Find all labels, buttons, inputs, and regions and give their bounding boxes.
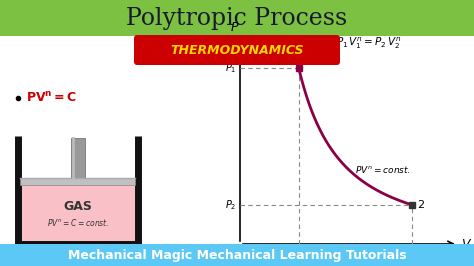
Text: 1: 1 <box>303 54 309 64</box>
Bar <box>20 185 136 242</box>
Text: $V_2$: $V_2$ <box>406 249 419 263</box>
Text: THERMODYNAMICS: THERMODYNAMICS <box>170 44 304 56</box>
Text: $\bf{PV^n = C}$: $\bf{PV^n = C}$ <box>26 91 77 105</box>
Text: $PV^n = C = const.$: $PV^n = C = const.$ <box>47 217 109 228</box>
Text: V: V <box>461 238 470 251</box>
Text: GAS: GAS <box>64 200 92 213</box>
Text: $PV^n = const.$: $PV^n = const.$ <box>355 164 410 176</box>
Text: Mechanical Magic Mechanical Learning Tutorials: Mechanical Magic Mechanical Learning Tut… <box>68 248 406 261</box>
Text: $P_1\,V_1^n = P_2\,V_2^n$: $P_1\,V_1^n = P_2\,V_2^n$ <box>337 36 401 51</box>
Bar <box>0 0 474 36</box>
Text: 2: 2 <box>417 200 424 210</box>
Text: $V_1$: $V_1$ <box>292 249 305 263</box>
Text: $P_1$: $P_1$ <box>225 61 236 75</box>
FancyBboxPatch shape <box>134 35 340 65</box>
Bar <box>0 244 474 266</box>
Text: $P_2$: $P_2$ <box>225 198 236 212</box>
Bar <box>71 138 85 178</box>
Bar <box>20 178 136 185</box>
Text: Polytropic Process: Polytropic Process <box>127 6 347 30</box>
Text: P: P <box>230 21 238 34</box>
